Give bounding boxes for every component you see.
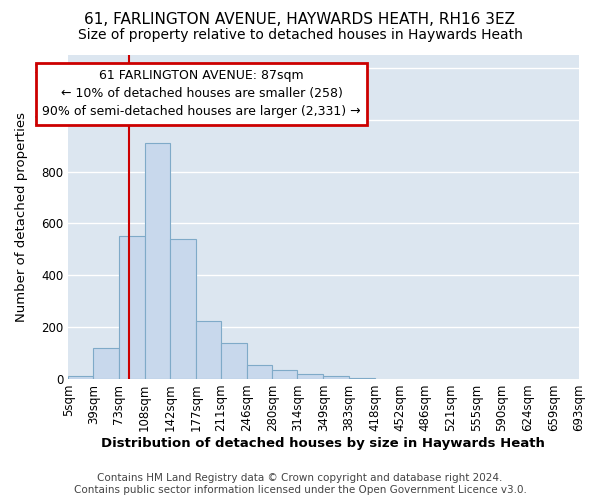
Bar [323, 376, 349, 379]
Bar [119, 236, 145, 379]
Bar [145, 143, 170, 379]
Bar [247, 364, 272, 379]
Bar [170, 239, 196, 379]
Bar [298, 374, 323, 379]
Text: 61 FARLINGTON AVENUE: 87sqm
← 10% of detached houses are smaller (258)
90% of se: 61 FARLINGTON AVENUE: 87sqm ← 10% of det… [43, 70, 361, 118]
Bar [349, 378, 374, 379]
X-axis label: Distribution of detached houses by size in Haywards Heath: Distribution of detached houses by size … [101, 437, 545, 450]
Y-axis label: Number of detached properties: Number of detached properties [15, 112, 28, 322]
Bar [196, 320, 221, 379]
Text: Contains HM Land Registry data © Crown copyright and database right 2024.
Contai: Contains HM Land Registry data © Crown c… [74, 474, 526, 495]
Bar [272, 370, 298, 379]
Text: Size of property relative to detached houses in Haywards Heath: Size of property relative to detached ho… [77, 28, 523, 42]
Bar [221, 342, 247, 379]
Text: 61, FARLINGTON AVENUE, HAYWARDS HEATH, RH16 3EZ: 61, FARLINGTON AVENUE, HAYWARDS HEATH, R… [85, 12, 515, 28]
Bar [68, 376, 94, 379]
Bar [94, 348, 119, 379]
